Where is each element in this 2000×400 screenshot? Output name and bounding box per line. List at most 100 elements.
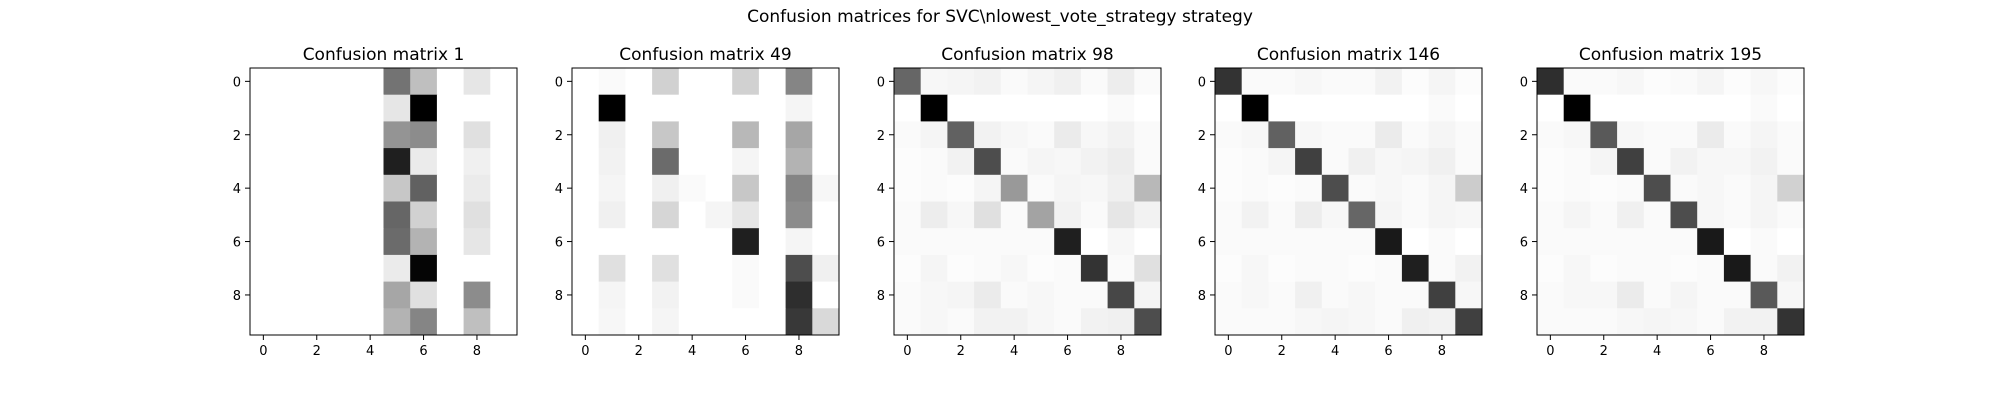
heatmap-cell — [410, 121, 438, 149]
heatmap-cell — [678, 94, 706, 122]
heatmap-cell — [920, 254, 948, 282]
heatmap-cell — [1643, 281, 1671, 309]
heatmap-cell — [463, 228, 491, 256]
heatmap-cell — [1590, 228, 1618, 256]
heatmap-cell — [1107, 94, 1135, 122]
y-tick-label: 4 — [233, 182, 241, 197]
heatmap-panel-3: Confusion matrix 98 0 2 4 6 8 0 2 4 6 8 — [877, 45, 1162, 359]
heatmap-cell — [250, 308, 278, 336]
heatmap-cell — [1563, 254, 1591, 282]
heatmap-cell — [572, 228, 600, 256]
heatmap-cell — [1777, 94, 1805, 122]
heatmap-cell — [276, 308, 304, 336]
y-tick-label: 0 — [877, 75, 885, 90]
heatmap-cell — [303, 228, 331, 256]
heatmap-cell — [1670, 281, 1698, 309]
heatmap-cell — [1455, 254, 1483, 282]
heatmap-cell — [785, 174, 813, 202]
heatmap-cell — [920, 174, 948, 202]
heatmap-cell — [812, 174, 840, 202]
heatmap-cell — [436, 254, 464, 282]
heatmap-cell — [330, 228, 358, 256]
heatmap-cell — [1000, 94, 1028, 122]
axes-frame — [249, 67, 518, 336]
heatmap-cell — [1723, 228, 1751, 256]
x-tick-label: 8 — [795, 344, 803, 359]
heatmap-cell — [1215, 174, 1243, 202]
heatmap-cell — [785, 228, 813, 256]
heatmap-cell — [1723, 68, 1751, 96]
heatmap-cell — [356, 121, 384, 149]
heatmap-cell — [652, 121, 680, 149]
heatmap-cell — [1134, 174, 1162, 202]
heatmap-cell — [1321, 68, 1349, 96]
heatmap-cell — [894, 94, 922, 122]
heatmap-cell — [1428, 174, 1456, 202]
heatmap-cell — [625, 68, 653, 96]
heatmap-cell — [1401, 121, 1429, 149]
heatmap-cell — [1321, 174, 1349, 202]
heatmap-cell — [410, 148, 438, 176]
heatmap-cell — [1563, 281, 1591, 309]
heatmap-cell — [1375, 174, 1403, 202]
heatmap-cell — [1750, 308, 1778, 336]
x-tick-label: 0 — [581, 344, 589, 359]
heatmap-cell — [1241, 308, 1269, 336]
heatmap-cell — [1590, 201, 1618, 229]
heatmap-cell — [1134, 148, 1162, 176]
heatmap-cell — [678, 228, 706, 256]
heatmap-cell — [1697, 201, 1725, 229]
heatmap-cell — [1348, 201, 1376, 229]
heatmap-cell — [572, 254, 600, 282]
heatmap-cell — [625, 281, 653, 309]
heatmap-cell — [1080, 148, 1108, 176]
x-tick-label: 6 — [1384, 344, 1392, 359]
heatmap-cell — [356, 94, 384, 122]
heatmap-cell — [1321, 121, 1349, 149]
heatmap-cell — [303, 94, 331, 122]
heatmap-cell — [490, 254, 518, 282]
heatmap-cell — [625, 174, 653, 202]
heatmap-cell — [705, 201, 733, 229]
heatmap-cell — [1054, 201, 1082, 229]
heatmap-cell — [1080, 308, 1108, 336]
heatmap-cell — [1537, 228, 1565, 256]
heatmap-cell — [705, 308, 733, 336]
heatmap-cell — [1295, 68, 1323, 96]
heatmap-cell — [1563, 68, 1591, 96]
heatmap-cell — [1563, 228, 1591, 256]
heatmap-cell — [436, 68, 464, 96]
x-tick-label: 2 — [635, 344, 643, 359]
heatmap-cell — [894, 148, 922, 176]
heatmap-cell — [1428, 148, 1456, 176]
heatmap-cell — [678, 148, 706, 176]
heatmap-cell — [732, 68, 760, 96]
heatmap-cell — [974, 68, 1002, 96]
heatmap-cell — [1590, 281, 1618, 309]
heatmap-cell — [1054, 68, 1082, 96]
heatmap-cell — [1241, 228, 1269, 256]
heatmap-cell — [303, 201, 331, 229]
heatmap-cell — [1401, 174, 1429, 202]
x-tick-label: 2 — [313, 344, 321, 359]
heatmap-cell — [1723, 254, 1751, 282]
heatmap-cell — [920, 201, 948, 229]
heatmap-cells — [250, 68, 518, 336]
heatmap-cell — [383, 308, 411, 336]
heatmap-cell — [678, 281, 706, 309]
heatmap-cell — [383, 174, 411, 202]
heatmap-cell — [812, 308, 840, 336]
x-tick-label: 0 — [903, 344, 911, 359]
heatmap-cell — [250, 68, 278, 96]
heatmap-cell — [410, 308, 438, 336]
heatmap-cell — [1723, 148, 1751, 176]
heatmap-cell — [330, 94, 358, 122]
heatmap-cell — [330, 308, 358, 336]
heatmap-cell — [920, 148, 948, 176]
heatmap-cell — [1670, 201, 1698, 229]
heatmap-cell — [678, 254, 706, 282]
heatmap-cell — [1375, 228, 1403, 256]
heatmap-cell — [758, 254, 786, 282]
x-tick-label: 2 — [957, 344, 965, 359]
heatmap-cell — [1723, 201, 1751, 229]
